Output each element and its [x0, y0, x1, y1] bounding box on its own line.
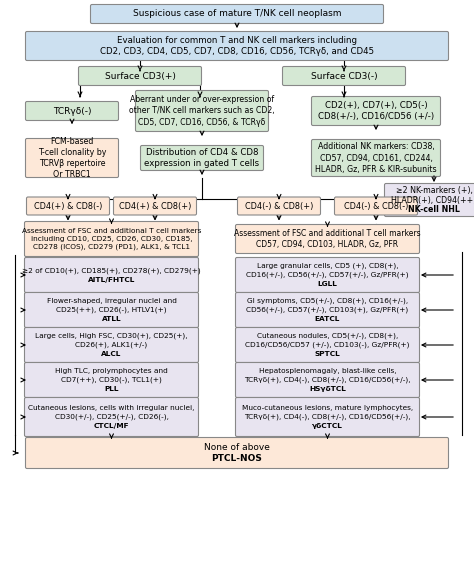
Text: Hepatosplenomagaly, blast-like cells,: Hepatosplenomagaly, blast-like cells,	[259, 368, 396, 374]
FancyBboxPatch shape	[384, 183, 474, 217]
Text: FCM-based
T-cell clonality by
TCRVβ repertoire
Or TRBC1: FCM-based T-cell clonality by TCRVβ repe…	[38, 137, 106, 179]
FancyBboxPatch shape	[26, 31, 448, 61]
Text: ≥2 of CD10(+), CD185(+), CD278(+), CD279(+): ≥2 of CD10(+), CD185(+), CD278(+), CD279…	[22, 267, 201, 274]
FancyBboxPatch shape	[25, 293, 199, 328]
Text: ALCL: ALCL	[101, 351, 122, 357]
FancyBboxPatch shape	[25, 398, 199, 436]
Text: GI symptoms, CD5(+/-), CD8(+), CD16(+/-),: GI symptoms, CD5(+/-), CD8(+), CD16(+/-)…	[247, 297, 408, 304]
Text: None of above: None of above	[204, 443, 270, 452]
Text: PLL: PLL	[104, 386, 119, 392]
Text: LGLL: LGLL	[318, 281, 337, 287]
Text: ATLL: ATLL	[102, 316, 121, 322]
FancyBboxPatch shape	[113, 197, 197, 215]
FancyBboxPatch shape	[25, 257, 199, 293]
Text: TCRγδ(+), CD4(-), CD8(+/-), CD16/CD56(+/-),: TCRγδ(+), CD4(-), CD8(+/-), CD16/CD56(+/…	[244, 414, 411, 420]
Text: Assessment of FSC and additional T cell markers
CD57, CD94, CD103, HLADR, Gz, PF: Assessment of FSC and additional T cell …	[234, 229, 421, 249]
Text: CTCL/MF: CTCL/MF	[94, 423, 129, 429]
Text: SPTCL: SPTCL	[315, 351, 340, 357]
FancyBboxPatch shape	[79, 66, 201, 86]
Text: CD2(+), CD7(+), CD5(-)
CD8(+/-), CD16/CD56 (+/-): CD2(+), CD7(+), CD5(-) CD8(+/-), CD16/CD…	[318, 101, 434, 121]
Text: CD4(+) & CD8(+): CD4(+) & CD8(+)	[119, 201, 191, 211]
FancyBboxPatch shape	[136, 90, 268, 132]
FancyBboxPatch shape	[26, 139, 119, 178]
FancyBboxPatch shape	[236, 225, 419, 254]
Text: Evaluation for common T and NK cell markers including
CD2, CD3, CD4, CD5, CD7, C: Evaluation for common T and NK cell mark…	[100, 36, 374, 56]
Text: NK-cell NHL: NK-cell NHL	[408, 205, 460, 214]
FancyBboxPatch shape	[236, 398, 419, 436]
FancyBboxPatch shape	[311, 140, 440, 176]
FancyBboxPatch shape	[140, 146, 264, 171]
Text: TCRγδ(-): TCRγδ(-)	[53, 107, 91, 115]
Text: HLADR(+), CD94(++): HLADR(+), CD94(++)	[392, 196, 474, 204]
Text: CD4(-) & CD8(-): CD4(-) & CD8(-)	[344, 201, 408, 211]
Text: EATCL: EATCL	[315, 316, 340, 322]
FancyBboxPatch shape	[26, 101, 119, 120]
Text: CD25(++), CD26(-), HTLV1(+): CD25(++), CD26(-), HTLV1(+)	[56, 307, 167, 313]
Text: γδCTCL: γδCTCL	[312, 423, 343, 429]
FancyBboxPatch shape	[91, 5, 383, 23]
FancyBboxPatch shape	[237, 197, 320, 215]
Text: Flower-shaped, irregular nuclei and: Flower-shaped, irregular nuclei and	[46, 298, 176, 304]
FancyBboxPatch shape	[25, 222, 199, 257]
FancyBboxPatch shape	[335, 197, 418, 215]
Text: CD26(+), ALK1(+/-): CD26(+), ALK1(+/-)	[75, 342, 147, 348]
Text: CD30(+/-), CD25(+/-), CD26(-),: CD30(+/-), CD25(+/-), CD26(-),	[55, 414, 168, 420]
Text: Assessment of FSC and additional T cell markers
including CD10, CD25, CD26, CD30: Assessment of FSC and additional T cell …	[22, 228, 201, 250]
Text: TCRγδ(+), CD4(-), CD8(+/-), CD16/CD56(+/-),: TCRγδ(+), CD4(-), CD8(+/-), CD16/CD56(+/…	[244, 377, 411, 384]
Text: Large cells, High FSC, CD30(+), CD25(+),: Large cells, High FSC, CD30(+), CD25(+),	[35, 332, 188, 339]
Text: Surface CD3(-): Surface CD3(-)	[310, 72, 377, 80]
Text: Muco-cutaneous lesions, mature lymphocytes,: Muco-cutaneous lesions, mature lymphocyt…	[242, 405, 413, 411]
Text: Additional NK markers: CD38,
CD57, CD94, CD161, CD244,
HLADR, Gz, PFR & KIR-subu: Additional NK markers: CD38, CD57, CD94,…	[315, 143, 437, 173]
Text: PTCL-NOS: PTCL-NOS	[211, 454, 263, 463]
Text: Distribution of CD4 & CD8
expression in gated T cells: Distribution of CD4 & CD8 expression in …	[145, 148, 260, 168]
FancyBboxPatch shape	[283, 66, 405, 86]
Text: Large granular cells, CD5 (+), CD8(+),: Large granular cells, CD5 (+), CD8(+),	[257, 262, 398, 269]
Text: High TLC, prolymphocytes and: High TLC, prolymphocytes and	[55, 368, 168, 374]
FancyBboxPatch shape	[236, 257, 419, 293]
FancyBboxPatch shape	[236, 363, 419, 398]
FancyBboxPatch shape	[25, 328, 199, 363]
FancyBboxPatch shape	[236, 328, 419, 363]
Text: CD16(+/-), CD56(+/-), CD57(+/-), Gz/PFR(+): CD16(+/-), CD56(+/-), CD57(+/-), Gz/PFR(…	[246, 272, 409, 278]
FancyBboxPatch shape	[25, 363, 199, 398]
FancyBboxPatch shape	[236, 293, 419, 328]
Text: Surface CD3(+): Surface CD3(+)	[105, 72, 175, 80]
Text: ≥2 NK-markers (+),: ≥2 NK-markers (+),	[396, 186, 473, 194]
Text: Suspicious case of mature T/NK cell neoplasm: Suspicious case of mature T/NK cell neop…	[133, 9, 341, 19]
Text: CD4(-) & CD8(+): CD4(-) & CD8(+)	[245, 201, 313, 211]
Text: CD56(+/-), CD57(+/-), CD103(+), Gz/PFR(+): CD56(+/-), CD57(+/-), CD103(+), Gz/PFR(+…	[246, 307, 409, 313]
Text: HSγδTCL: HSγδTCL	[309, 386, 346, 392]
FancyBboxPatch shape	[26, 438, 448, 469]
Text: CD4(+) & CD8(-): CD4(+) & CD8(-)	[34, 201, 102, 211]
FancyBboxPatch shape	[27, 197, 109, 215]
FancyBboxPatch shape	[311, 97, 440, 126]
Text: Aberrant under or over-expression of
other T/NK cell markers such as CD2,
CD5, C: Aberrant under or over-expression of oth…	[129, 95, 275, 127]
Text: CD16/CD56/CD57 (+/-), CD103(-), Gz/PFR(+): CD16/CD56/CD57 (+/-), CD103(-), Gz/PFR(+…	[245, 342, 410, 348]
Text: Cutaneous nodules, CD5(+/-), CD8(+),: Cutaneous nodules, CD5(+/-), CD8(+),	[257, 332, 398, 339]
Text: Cutaneous lesions, cells with irregular nuclei,: Cutaneous lesions, cells with irregular …	[28, 405, 195, 411]
Text: AITL/FHTCL: AITL/FHTCL	[88, 276, 135, 283]
Text: CD7(++), CD30(-), TCL1(+): CD7(++), CD30(-), TCL1(+)	[61, 377, 162, 384]
